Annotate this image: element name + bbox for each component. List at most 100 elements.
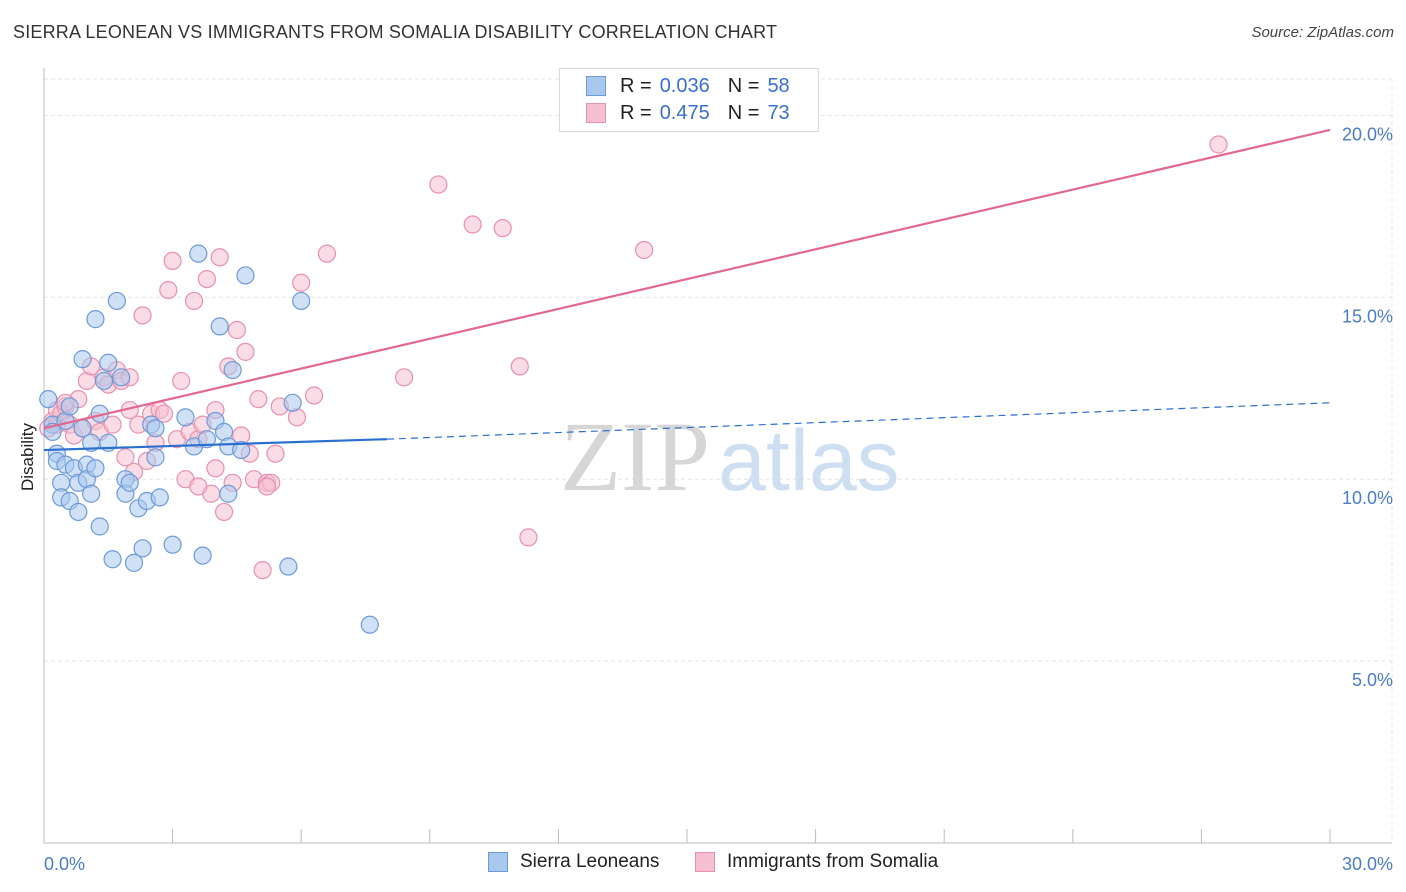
point-somalia	[184, 291, 204, 311]
y-axis-title: Disability	[18, 422, 37, 491]
point-somalia	[519, 528, 538, 547]
legend-label: Immigrants from Somalia	[727, 851, 939, 872]
point-sierra-leonean	[219, 484, 238, 503]
point-somalia	[463, 215, 482, 234]
legend-row-sierra-leoneans: R = 0.036 N = 58	[586, 73, 790, 99]
point-somalia	[227, 320, 246, 340]
r-value: 0.475	[659, 101, 710, 124]
trend-line-sierra-leoneans-extrapolated	[386, 402, 1331, 440]
series-legend: Sierra Leoneans Immigrants from Somalia	[0, 851, 1406, 877]
point-somalia	[253, 561, 272, 580]
point-somalia	[172, 371, 191, 391]
point-somalia	[133, 306, 152, 325]
point-sierra-leonean	[86, 459, 105, 478]
point-sierra-leonean	[223, 360, 242, 380]
point-sierra-leonean	[103, 550, 122, 569]
point-somalia	[317, 244, 337, 263]
point-sierra-leonean	[86, 310, 105, 329]
legend-row-somalia: R = 0.475 N = 73	[586, 100, 790, 126]
legend-swatch-blue	[488, 852, 508, 872]
point-somalia	[257, 477, 277, 496]
trend-line-sierra-leoneans	[43, 438, 387, 452]
point-somalia	[103, 415, 122, 434]
y-tick-label: 20.0%	[1342, 124, 1393, 144]
point-somalia	[266, 444, 285, 463]
point-sierra-leonean	[112, 368, 131, 387]
data-points	[39, 135, 1228, 634]
y-tick-label: 5.0%	[1352, 670, 1393, 690]
point-somalia	[197, 269, 216, 289]
point-sierra-leonean	[197, 430, 216, 449]
point-sierra-leonean	[232, 440, 251, 460]
point-sierra-leonean	[236, 266, 255, 285]
axes	[43, 68, 1392, 844]
point-sierra-leonean	[107, 291, 126, 311]
point-somalia	[249, 390, 268, 409]
point-somalia	[304, 386, 324, 405]
r-value: 0.036	[659, 74, 710, 97]
point-sierra-leonean	[124, 553, 144, 572]
point-somalia	[635, 240, 654, 260]
point-sierra-leonean	[189, 244, 208, 263]
point-sierra-leonean	[210, 317, 229, 336]
point-somalia	[159, 280, 178, 300]
point-sierra-leonean	[90, 517, 109, 536]
y-tick-label: 10.0%	[1342, 488, 1393, 508]
point-sierra-leonean	[283, 393, 302, 412]
point-sierra-leonean	[82, 484, 101, 503]
trend-lines	[43, 128, 1331, 452]
legend-label: Sierra Leoneans	[520, 851, 660, 872]
point-somalia	[154, 404, 174, 423]
r-label: R =	[620, 101, 652, 124]
legend-swatch-blue	[586, 76, 606, 96]
point-somalia	[206, 459, 225, 478]
watermark-zip: ZIP	[560, 401, 710, 512]
legend-item-sierra-leoneans[interactable]: Sierra Leoneans	[488, 851, 659, 873]
point-sierra-leonean	[150, 488, 169, 507]
y-tick-label: 15.0%	[1342, 306, 1393, 326]
point-somalia	[163, 251, 182, 271]
point-sierra-leonean	[39, 390, 58, 409]
tick-labels: 5.0% 10.0% 15.0% 20.0% 0.0% 30.0%	[44, 124, 1393, 874]
point-sierra-leonean	[60, 397, 79, 416]
point-sierra-leonean	[292, 291, 311, 311]
point-somalia	[493, 219, 512, 238]
point-sierra-leonean	[133, 539, 152, 558]
point-sierra-leonean	[360, 615, 379, 634]
n-label: N =	[727, 74, 760, 97]
legend-swatch-pink	[695, 852, 715, 872]
n-value: 58	[767, 74, 790, 97]
point-somalia	[292, 273, 311, 292]
point-sierra-leonean	[69, 502, 88, 522]
point-sierra-leonean	[193, 546, 212, 565]
correlation-legend: R = 0.036 N = 58 R = 0.475 N = 73	[559, 68, 819, 132]
point-somalia	[214, 502, 234, 522]
point-sierra-leonean	[176, 408, 195, 427]
point-sierra-leonean	[73, 350, 92, 369]
point-somalia	[510, 357, 529, 376]
legend-item-somalia[interactable]: Immigrants from Somalia	[695, 851, 938, 873]
chart-title: SIERRA LEONEAN VS IMMIGRANTS FROM SOMALI…	[13, 22, 778, 42]
point-sierra-leonean	[120, 473, 139, 492]
point-sierra-leonean	[279, 557, 298, 576]
point-sierra-leonean	[94, 371, 114, 391]
point-sierra-leonean	[146, 448, 165, 467]
n-value: 73	[767, 101, 790, 124]
legend-swatch-pink	[586, 103, 606, 123]
point-somalia	[394, 368, 414, 387]
point-sierra-leonean	[163, 535, 182, 554]
point-somalia	[236, 342, 255, 361]
trend-line-somalia	[43, 128, 1331, 430]
point-somalia	[1209, 135, 1228, 154]
point-sierra-leonean	[99, 353, 118, 372]
point-somalia	[429, 175, 448, 194]
watermark-atlas: atlas	[718, 413, 900, 509]
x-tick-label: 30.0%	[1342, 854, 1393, 874]
point-somalia	[210, 248, 229, 267]
point-somalia	[116, 448, 135, 467]
point-somalia	[189, 477, 208, 496]
n-label: N =	[727, 101, 760, 124]
point-sierra-leonean	[146, 419, 165, 438]
source-label: Source: ZipAtlas.com	[1251, 24, 1394, 41]
